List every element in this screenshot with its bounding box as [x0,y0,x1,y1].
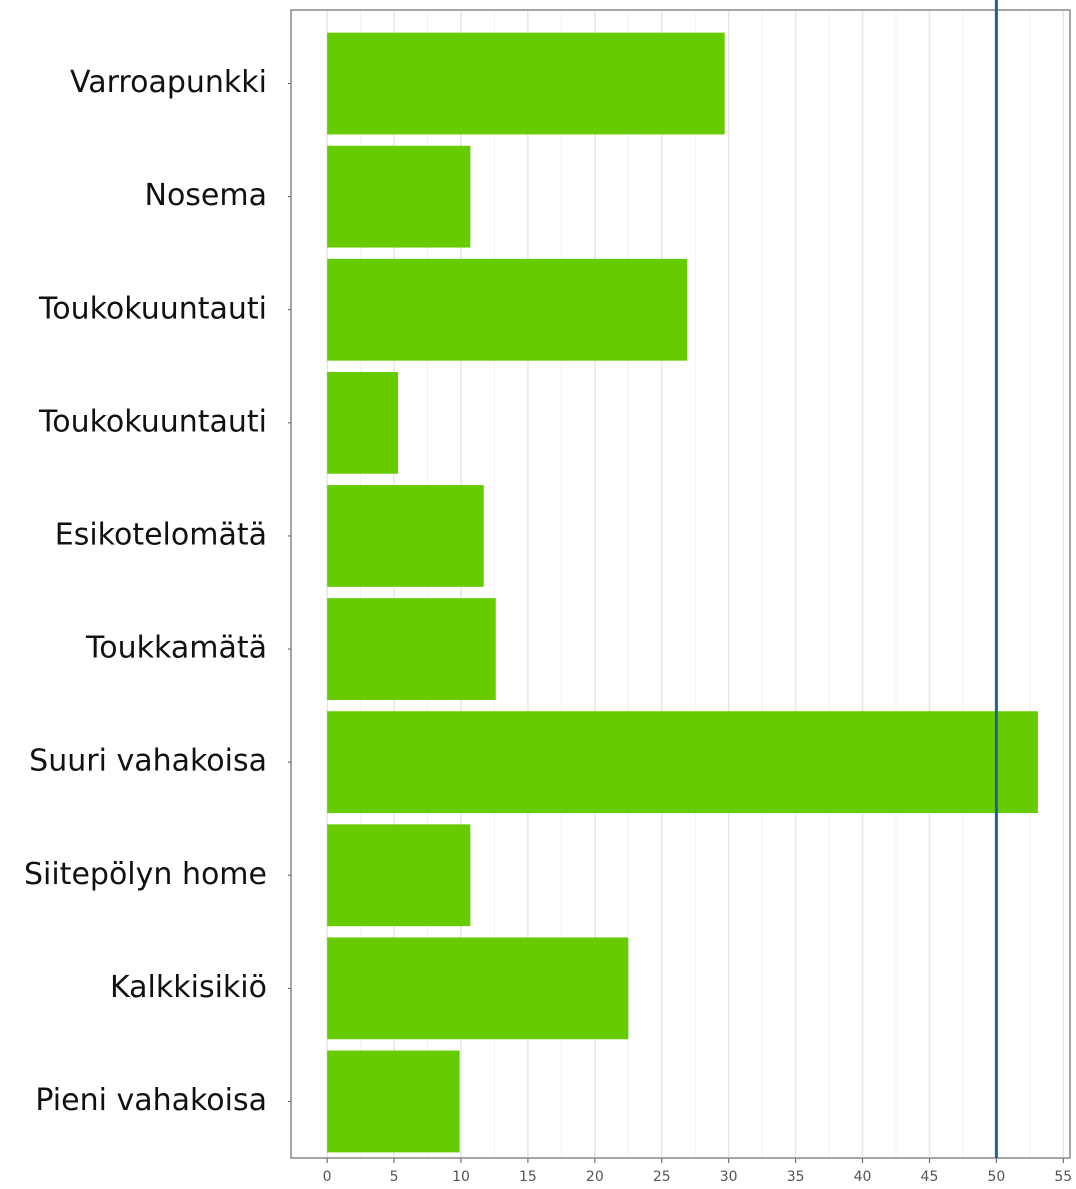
x-tick-label: 45 [921,1169,939,1185]
y-tick-label: Varroapunkki [70,65,267,100]
y-tick-label: Toukkamätä [85,631,267,666]
y-tick-label: Kalkkisikiö [110,970,267,1005]
x-tick-label: 30 [720,1169,738,1185]
y-tick-label: Suuri vahakoisa [29,744,267,779]
y-tick-label: Esikotelomätä [55,517,267,552]
plot-border [290,9,1071,1159]
y-tick-label: Siitepölyn home [24,857,267,892]
x-tick-label: 15 [519,1169,537,1185]
x-tick-label: 40 [854,1169,872,1185]
x-tick-label: 5 [390,1169,399,1185]
bar [327,145,471,248]
bar [327,824,471,927]
bar [327,371,399,474]
bar [327,1050,460,1153]
x-tick-label: 35 [787,1169,805,1185]
y-tick-label: Pieni vahakoisa [35,1083,267,1118]
y-tick-label: Toukokuuntauti [38,291,267,326]
x-tick-label: 50 [987,1169,1005,1185]
bar [327,485,484,587]
bar [327,711,1038,814]
y-tick-label: Nosema [145,178,268,213]
bar [327,598,496,700]
bar [327,32,725,135]
y-tick-label: Toukokuuntauti [38,404,267,439]
x-tick-label: 25 [653,1169,671,1185]
x-tick-label: 55 [1054,1169,1072,1185]
x-tick-label: 20 [586,1169,604,1185]
x-tick-label: 10 [452,1169,470,1185]
bar [327,937,629,1040]
x-tick-label: 0 [323,1169,332,1185]
bar [327,258,688,361]
